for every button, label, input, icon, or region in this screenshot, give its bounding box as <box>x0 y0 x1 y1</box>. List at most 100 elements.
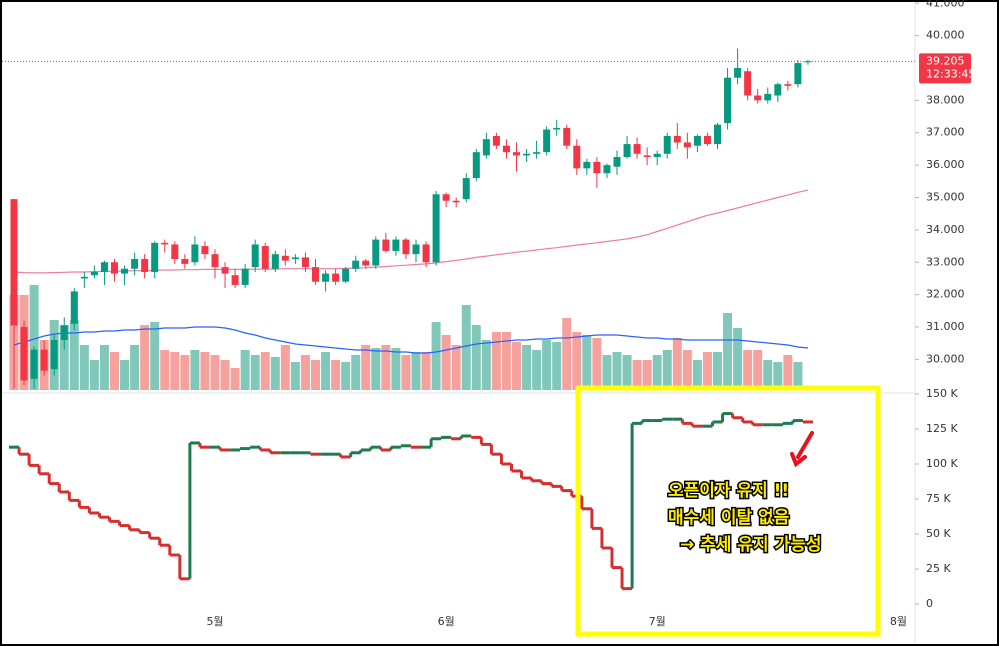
volume-bar <box>260 352 270 390</box>
candle-body <box>141 259 149 272</box>
candle-body <box>784 84 792 86</box>
volume-bar <box>361 345 371 390</box>
candle-body <box>714 124 721 145</box>
candle-body <box>744 71 752 96</box>
volume-bar <box>411 352 421 390</box>
annotation: → 추세 유지 가능성 <box>680 535 821 555</box>
candle-body <box>392 239 400 251</box>
candle-body <box>161 242 169 245</box>
y-tick-label: 75 K <box>926 492 951 505</box>
candle-body <box>653 153 661 158</box>
volume-bar <box>341 362 351 390</box>
volume-bar <box>130 345 140 390</box>
candle-body <box>121 268 129 274</box>
candle-body <box>332 273 340 282</box>
volume-bar <box>190 350 200 390</box>
volume-bar <box>220 360 230 390</box>
candle-body <box>492 135 500 146</box>
volume-bar <box>572 332 582 390</box>
x-tick-label: 5월 <box>206 615 223 628</box>
candle-body <box>472 152 480 179</box>
y-tick-label: 36.000 <box>926 158 965 171</box>
candle-body <box>402 239 410 255</box>
candle-body <box>673 135 681 143</box>
volume-bar <box>59 325 69 390</box>
volume-bar <box>170 352 180 390</box>
candle-body <box>623 144 631 158</box>
candle-body <box>40 349 48 371</box>
volume-bar <box>783 355 793 390</box>
volume-bar <box>632 360 642 390</box>
candle-body <box>543 129 551 153</box>
candle-body <box>724 77 732 124</box>
arrow <box>790 431 814 468</box>
volume-bar <box>461 305 471 390</box>
volume-bar <box>120 360 130 390</box>
volume-bar <box>160 350 170 390</box>
highlight-box <box>575 385 881 637</box>
volume-bar <box>290 362 300 390</box>
candle-body <box>613 157 621 167</box>
candle-body <box>593 161 601 174</box>
volume-bar <box>793 362 803 390</box>
y-tick-label: 35.000 <box>926 191 965 204</box>
volume-bar <box>210 355 220 390</box>
volume-bar <box>300 355 310 390</box>
volume-bar <box>552 342 562 390</box>
volume-bar <box>311 360 320 390</box>
candle-body <box>261 246 269 269</box>
volume-bar <box>69 320 79 390</box>
candle-body <box>100 262 108 272</box>
last-price: 39.205 <box>926 54 965 67</box>
volume-bar <box>431 322 441 390</box>
volume-bar <box>471 325 481 390</box>
volume-bar <box>401 355 411 390</box>
volume-bar <box>642 360 652 390</box>
candle-body <box>502 145 510 153</box>
candle-body <box>191 244 199 263</box>
candle-body <box>734 67 742 78</box>
volume-bar <box>743 350 753 390</box>
y-tick-label: 0 <box>926 597 933 610</box>
annotation: 매수세 이탈 없음 <box>668 507 790 528</box>
volume-bar <box>662 350 672 390</box>
candle-body <box>703 135 711 145</box>
candle-body <box>241 268 249 285</box>
volume-bar <box>110 352 119 390</box>
candle-body <box>462 178 470 200</box>
candle-body <box>281 255 289 261</box>
volume-bar <box>321 352 331 390</box>
volume-bar <box>331 360 341 390</box>
candle-body <box>70 291 78 324</box>
candle-body <box>573 145 581 169</box>
volume-bar <box>592 338 602 390</box>
volume-bar <box>441 335 451 390</box>
candle-body <box>271 254 279 269</box>
candle-body <box>382 239 390 251</box>
candle-body <box>181 259 189 264</box>
volume-bar <box>562 318 572 390</box>
candle-body <box>221 267 229 274</box>
candle-body <box>804 61 812 63</box>
volume-bar <box>371 348 381 390</box>
y-tick-label: 32.000 <box>926 288 965 301</box>
candle-body <box>301 257 309 268</box>
candle-body <box>523 153 531 156</box>
countdown: 12:33:45 <box>926 67 975 80</box>
volume-bar <box>491 332 501 390</box>
volume-bar <box>501 332 511 390</box>
y-tick-label: 40.000 <box>926 29 965 42</box>
volume-bar <box>200 352 210 390</box>
volume-bar <box>180 355 190 390</box>
candle-body <box>131 259 139 269</box>
y-tick-label: 30.000 <box>926 352 965 365</box>
volume-bar <box>612 352 622 390</box>
candle-body <box>693 135 701 146</box>
volume-bar <box>692 360 702 390</box>
volume-bar <box>652 355 662 390</box>
candle-body <box>764 93 772 101</box>
candle-body <box>60 325 68 340</box>
candle-body <box>372 239 380 266</box>
candle-body <box>553 127 561 130</box>
volume-bar <box>512 342 521 390</box>
